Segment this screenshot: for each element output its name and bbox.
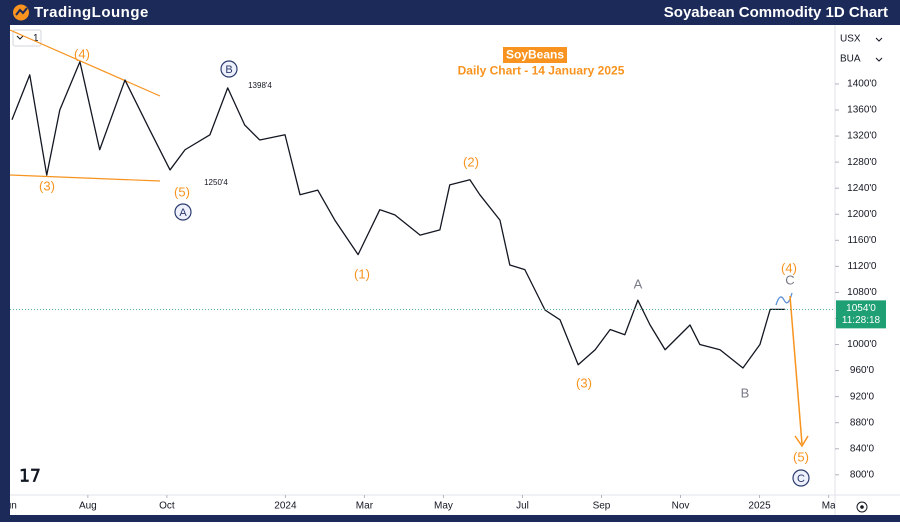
interval-label: 1 [33, 33, 39, 44]
wave-label: (4) [74, 46, 90, 61]
wave-label: (5) [793, 449, 809, 464]
logo-icon [13, 4, 29, 21]
wave-circle [220, 60, 238, 78]
x-tick-label: Sep [593, 501, 611, 512]
price-line [11, 61, 786, 369]
y-tick-label: 1080'0 [847, 287, 877, 298]
wave-label: 1250'4 [204, 178, 228, 187]
y-tick-label: 1160'0 [848, 235, 877, 246]
time-label: 11:28:18 [842, 315, 881, 326]
y-tick-label: 1240'0 [847, 183, 877, 194]
y-tick-label: 1120'0 [848, 261, 877, 272]
wave-label: (3) [39, 178, 55, 193]
y-tick-label: 960'0 [850, 365, 875, 376]
left-border [0, 25, 10, 515]
unit-label[interactable]: BUA [840, 54, 861, 65]
projection-arrow-head [794, 435, 809, 448]
x-tick-label: May [434, 501, 453, 512]
x-tick-label: Mar [356, 501, 374, 512]
x-tick-label: Jun [1, 501, 17, 512]
y-tick-label: 800'0 [850, 469, 875, 480]
trend-line-lower [10, 174, 161, 182]
chart-title: SoyBeans [506, 48, 564, 62]
y-tick-label: 920'0 [850, 391, 875, 402]
x-axis: Jun Aug Oct 2024 Mar May Jul Sep Nov 2025 Ma [1, 495, 836, 512]
y-tick-label: 1200'0 [847, 209, 877, 220]
y-tick-label: 1000'0 [847, 339, 877, 350]
y-tick-label: 1280'0 [847, 157, 877, 168]
header-bar [0, 0, 900, 25]
unit-chevron [875, 57, 883, 62]
wave-circle [174, 203, 192, 221]
y-tick-label: 1400'0 [847, 79, 877, 90]
x-tick-label: Aug [79, 501, 97, 512]
currency-label[interactable]: USX [840, 34, 861, 45]
wave-label: B [741, 385, 750, 400]
x-tick-label: 2024 [274, 501, 297, 512]
header-title: Soyabean Commodity 1D Chart [664, 4, 888, 21]
footer-bar [0, 515, 900, 522]
wave-label: A [634, 276, 643, 291]
last-price-label: 1054'0 [846, 303, 876, 314]
plot-area [10, 61, 835, 369]
trend-line-upper [10, 29, 161, 97]
wave-label: C [785, 272, 794, 287]
logo-text: TradingLounge [34, 4, 149, 21]
chart-subtitle: Daily Chart - 14 January 2025 [458, 64, 625, 78]
projection-arrow [789, 295, 803, 445]
settings-icon-center [860, 505, 864, 509]
y-tick-label: 1360'0 [847, 105, 877, 116]
x-tick-label: Oct [159, 501, 175, 512]
x-tick-label: 2025 [748, 501, 771, 512]
title-box [503, 47, 567, 63]
wave-label: (1) [354, 266, 370, 281]
tv-logo: 𝟣𝟩 [19, 466, 41, 485]
last-price-box [836, 300, 886, 329]
logo-icon-mark [15, 7, 28, 16]
y-tick-label: 840'0 [850, 443, 875, 454]
wave-label: 1398'4 [248, 81, 272, 90]
wave-label: A [179, 207, 187, 219]
x-tick-label: Ma [822, 501, 836, 512]
wave-label: (2) [463, 154, 479, 169]
interval-chevron [16, 35, 24, 40]
x-tick-label: Nov [672, 501, 690, 512]
wave-label: (5) [174, 184, 190, 199]
currency-chevron [875, 37, 883, 42]
y-tick-label: 880'0 [850, 417, 875, 428]
y-tick-label: 1320'0 [847, 131, 877, 142]
x-tick-label: Jul [516, 501, 529, 512]
wave-label: C [797, 473, 805, 485]
settings-icon[interactable] [856, 501, 868, 513]
wave-label: (3) [576, 375, 592, 390]
wave-circle [792, 469, 810, 487]
wave-label: (4) [781, 260, 797, 275]
wave-label: B [225, 64, 232, 76]
